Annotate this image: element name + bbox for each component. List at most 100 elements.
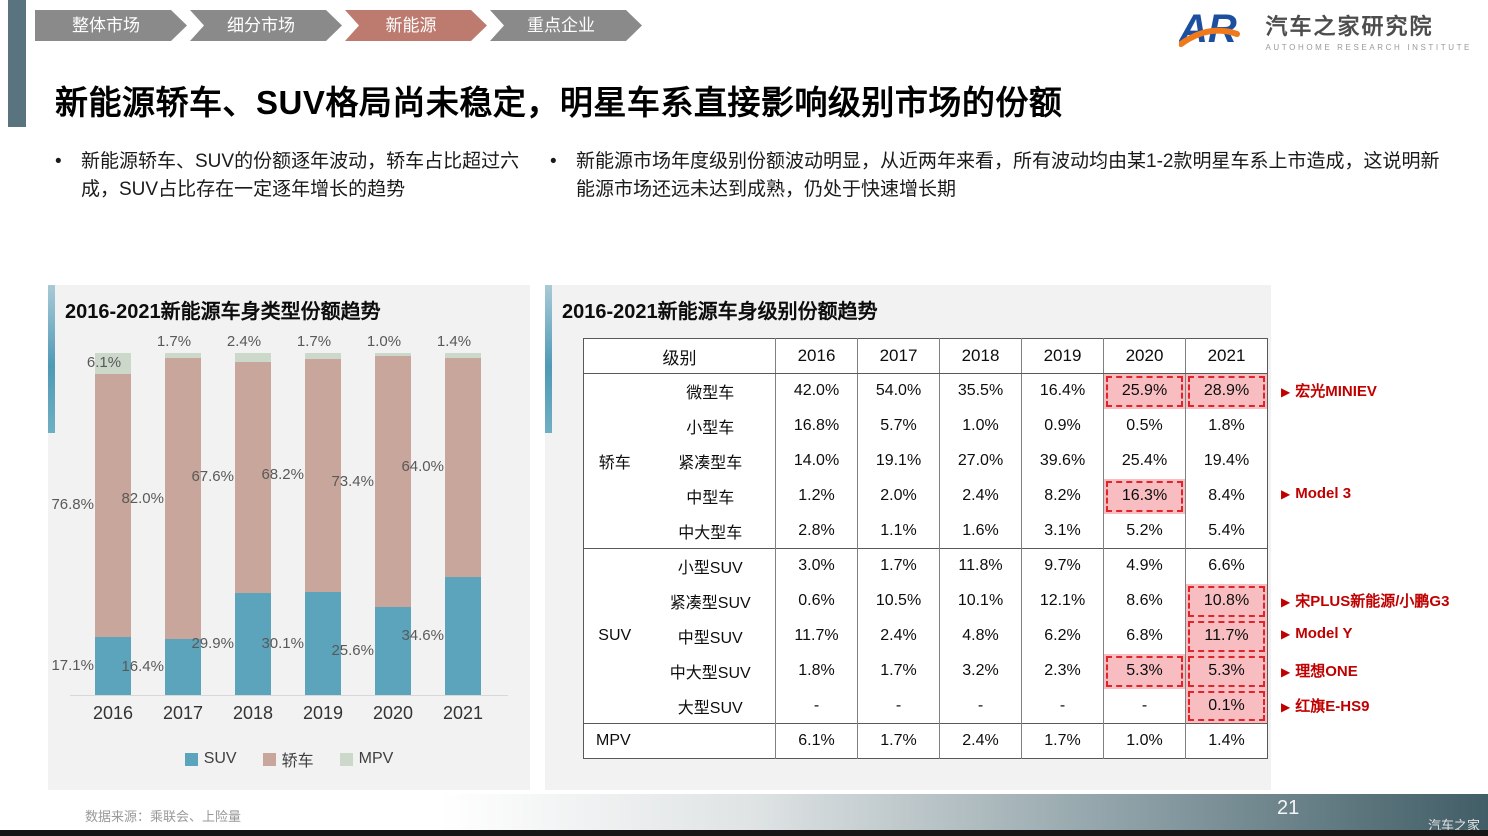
table-cell: 3.0% [775, 548, 858, 584]
bar-value-label: 1.7% [156, 332, 192, 350]
table-header: 级别 2016 2017 2018 2019 2020 2021 [583, 338, 1268, 374]
annotation-宋PLUS新能源/小鹏G3: ▶ 宋PLUS新能源/小鹏G3 [1281, 590, 1449, 611]
table-cell: 1.2% [775, 478, 858, 514]
annotation-Model 3: ▶ Model 3 [1281, 485, 1351, 502]
bar-segment-SUV [165, 638, 201, 695]
page-title: 新能源轿车、SUV格局尚未稳定，明星车系直接影响级别市场的份额 [55, 84, 1063, 121]
table-cell: - [939, 688, 1022, 724]
panel-accent-bar [545, 285, 552, 433]
x-axis-label: 2019 [302, 703, 344, 723]
table-cell: 10.5% [857, 583, 940, 619]
table-cell: 3.1% [1021, 513, 1104, 549]
bar-segment-轿车 [165, 358, 201, 639]
table-cell: 5.4% [1185, 513, 1268, 549]
x-axis-label: 2016 [92, 703, 134, 723]
annotation-arrow-icon: ▶ [1281, 594, 1291, 609]
table-cell: 12.1% [1021, 583, 1104, 619]
level-share-table-title: 2016-2021新能源车身级别份额趋势 [562, 301, 878, 323]
breadcrumb-item-new-energy[interactable]: 新能源 [345, 10, 487, 41]
bar-value-label: 6.1% [86, 354, 122, 372]
table-cell: 35.5% [939, 373, 1022, 409]
table-cell: 6.1% [775, 723, 858, 759]
table-row-label: 小型SUV [677, 560, 743, 578]
table-row-label: 中大型SUV [669, 665, 751, 682]
bar-segment-MPV [445, 353, 481, 358]
bar-segment-SUV [305, 592, 341, 695]
table-cell: 19.1% [857, 443, 940, 479]
table-cell: 0.9% [1021, 408, 1104, 444]
legend-item-轿车: 轿车 [262, 747, 314, 771]
legend-item-SUV: SUV [184, 747, 237, 771]
legend-item-MPV: MPV [339, 747, 394, 771]
annotation-label: 红旗E-HS9 [1295, 697, 1370, 715]
table-cell: 2.4% [939, 478, 1022, 514]
bar-column: 30.1% 68.2% 1.7% 2019 [261, 333, 358, 723]
table-cell: 1.6% [939, 513, 1022, 549]
table-cell: 0.5% [1103, 408, 1186, 444]
x-axis-label: 2021 [442, 703, 484, 723]
bar-value-label: 2.4% [226, 333, 262, 351]
bar-segment-SUV [235, 592, 271, 695]
bar-column: 16.4% 82.0% 1.7% 2017 [121, 333, 218, 723]
x-axis-label: 2017 [162, 703, 204, 723]
table-col-header: 2017 [857, 338, 940, 374]
level-share-table-wrap: 级别 2016 2017 2018 2019 2020 2021 轿车 微型车 42.0% 54.… [583, 338, 1268, 759]
bar-column: 17.1% 76.8% 6.1% 2016 [51, 333, 148, 723]
stacked-bar-plot: 17.1% 76.8% 6.1% 2016 16.4% 82.0% 1.7% 2017 29.9… [51, 333, 498, 723]
annotation-label: Model 3 [1295, 484, 1352, 502]
breadcrumb-item-key-companies[interactable]: 重点企业 [490, 10, 642, 41]
annotation-label: 理想ONE [1295, 662, 1358, 680]
bar-segment-MPV [165, 352, 201, 359]
table-cell: 1.7% [857, 723, 940, 759]
table-cell: 6.2% [1021, 618, 1104, 654]
table-row-label: 大型SUV [677, 699, 743, 717]
table-cell: 16.8% [775, 408, 858, 444]
bar-value-label: 82.0% [121, 489, 164, 507]
table-cell: 11.8% [939, 548, 1022, 584]
table-cell: 10.1% [939, 583, 1022, 619]
annotation-宏光MINIEV: ▶ 宏光MINIEV [1281, 380, 1377, 401]
table-cell: 1.7% [857, 653, 940, 689]
table-cell: 28.9% [1185, 373, 1268, 409]
logo-cn-label: 汽车之家研究院 [1265, 13, 1434, 39]
table-row: 大型SUV - - - - -0.1% [584, 688, 1268, 724]
table-cell: 6.6% [1185, 548, 1268, 584]
table-cell: 14.0% [775, 443, 858, 479]
table-cell: 39.6% [1021, 443, 1104, 479]
bullet-left: • 新能源轿车、SUV的份额逐年波动，轿车占比超过六成，SUV占比存在一定逐年增… [55, 148, 525, 203]
table-cell: 1.8% [1185, 408, 1268, 444]
table-row: 小型车 16.8% 5.7% 1.0% 0.9% 0.5% 1.8% [584, 408, 1268, 444]
bar-column: 25.6% 73.4% 1.0% 2020 [331, 333, 428, 723]
ar-logo-icon: AR [1179, 8, 1241, 51]
annotation-label: Model Y [1295, 624, 1353, 642]
breadcrumb-item-segment-market[interactable]: 细分市场 [190, 10, 342, 41]
table-cell: 0.6% [775, 583, 858, 619]
x-axis-line [70, 695, 508, 696]
bar-segment-MPV [375, 353, 411, 357]
table-cell: - [857, 688, 940, 724]
table-cell: 2.4% [857, 618, 940, 654]
table-row: 紧凑型车 14.0% 19.1% 27.0% 39.6% 25.4% 19.4% [584, 443, 1268, 479]
bar-value-label: 25.6% [331, 642, 374, 660]
table-cell: 1.7% [1021, 723, 1104, 759]
table-col-header: 2020 [1103, 338, 1186, 374]
table-cell: 2.4% [939, 723, 1022, 759]
x-axis-label: 2018 [232, 703, 274, 723]
bar-value-label: 68.2% [261, 466, 304, 484]
level-share-panel: 2016-2021新能源车身级别份额趋势 级别 2016 2017 2018 2019 2… [545, 285, 1271, 790]
table-cell: 0.1% [1185, 688, 1268, 724]
body-type-chart-panel: 2016-2021新能源车身类型份额趋势 17.1% 76.8% 6.1% 2016 1… [48, 285, 530, 790]
bullet-right: • 新能源市场年度级别份额波动明显，从近两年来看，所有波动均由某1-2款明星车系… [550, 148, 1455, 203]
table-cell: 8.6% [1103, 583, 1186, 619]
table-cell: 8.2% [1021, 478, 1104, 514]
legend-label: MPV [358, 750, 394, 767]
watermark-label: 汽车之家 [1427, 818, 1480, 833]
breadcrumb-item-overall-market[interactable]: 整体市场 [35, 10, 187, 41]
legend-label: SUV [203, 750, 237, 767]
corner-accent-block [8, 0, 26, 127]
table-cell: 27.0% [939, 443, 1022, 479]
annotation-arrow-icon: ▶ [1281, 384, 1291, 399]
table-cell: 1.1% [857, 513, 940, 549]
table-cell: 3.2% [939, 653, 1022, 689]
